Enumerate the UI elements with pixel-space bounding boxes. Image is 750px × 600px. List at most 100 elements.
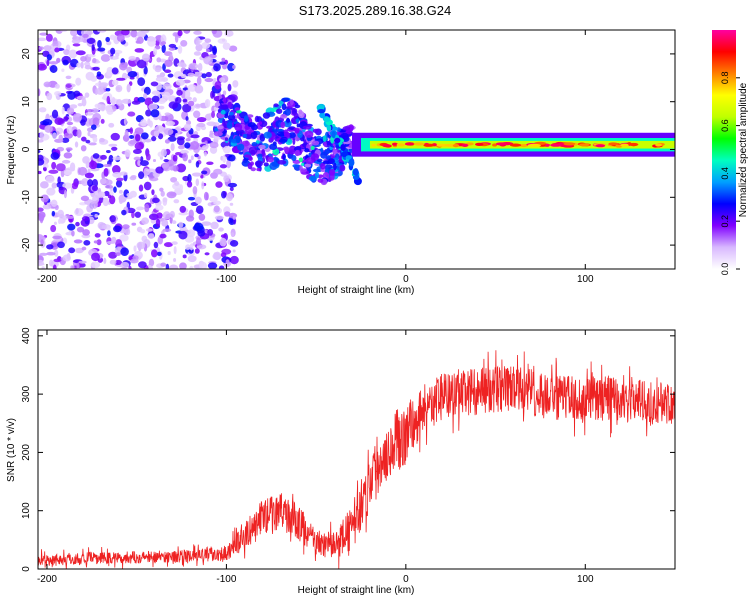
noise-blob — [212, 122, 220, 127]
spectrogram-y-label: Frequency (Hz) — [6, 116, 17, 185]
snr-y-label: SNR (10 * v/v) — [6, 418, 17, 482]
transition-blob — [263, 131, 272, 139]
noise-blob — [151, 249, 158, 258]
noise-blob — [139, 229, 146, 234]
noise-blob — [174, 34, 179, 43]
noise-blob — [80, 55, 87, 62]
noise-blob — [58, 134, 64, 143]
noise-blob — [66, 215, 74, 219]
transition-blob — [263, 162, 269, 167]
noise-blob — [191, 172, 202, 177]
noise-blob — [86, 109, 94, 113]
noise-blob — [96, 71, 102, 77]
noise-blob — [136, 206, 145, 211]
noise-blob — [126, 192, 133, 198]
transition-blob — [326, 141, 331, 146]
carrier-peak — [404, 142, 414, 146]
noise-blob — [134, 211, 142, 218]
noise-blob — [41, 266, 45, 269]
carrier-peak — [413, 142, 425, 146]
transition-blob — [269, 143, 278, 150]
noise-blob — [91, 185, 99, 192]
noise-blob — [65, 83, 72, 88]
noise-blob — [112, 171, 122, 178]
snr-x-label: Height of straight line (km) — [298, 585, 415, 596]
noise-blob — [81, 136, 87, 142]
transition-blob — [340, 132, 349, 141]
transition-blob — [292, 137, 296, 145]
noise-blob — [188, 62, 199, 70]
noise-blob — [121, 98, 132, 104]
noise-blob — [115, 84, 123, 93]
noise-blob — [226, 159, 231, 169]
noise-blob — [155, 76, 166, 82]
noise-blob — [224, 30, 234, 37]
carrier-peak — [423, 143, 435, 147]
noise-blob — [193, 110, 201, 119]
noise-blob — [43, 45, 52, 51]
noise-blob — [204, 252, 210, 256]
noise-blob — [85, 160, 90, 169]
noise-blob — [167, 250, 171, 256]
noise-blob — [107, 230, 111, 237]
noise-blob — [194, 153, 199, 158]
noise-blob — [199, 261, 207, 269]
noise-blob — [80, 145, 87, 152]
noise-blob — [111, 79, 119, 86]
noise-blob — [135, 133, 141, 142]
noise-blob — [174, 132, 179, 139]
transition-blob — [281, 103, 287, 111]
noise-blob — [133, 156, 141, 161]
noise-blob — [187, 100, 195, 107]
transition-blob — [236, 110, 242, 114]
noise-blob — [185, 244, 191, 250]
snr-series-line — [38, 350, 675, 569]
noise-blob — [162, 83, 172, 90]
noise-blob — [204, 100, 209, 107]
noise-blob — [88, 142, 97, 146]
transition-blob — [276, 108, 283, 114]
transition-blob — [248, 146, 258, 155]
noise-blob — [229, 186, 234, 192]
carrier-peak — [655, 143, 662, 147]
noise-blob — [173, 246, 177, 255]
noise-blob — [80, 119, 86, 126]
noise-blob — [54, 249, 59, 257]
noise-blob — [163, 91, 171, 99]
transition-blob — [278, 138, 288, 143]
noise-blob — [90, 124, 97, 130]
noise-blob — [38, 214, 45, 222]
transition-blob — [332, 148, 338, 155]
transition-blob — [302, 125, 312, 130]
transition-blob — [295, 117, 300, 124]
transition-blob — [322, 135, 327, 143]
transition-blob — [224, 137, 229, 142]
noise-blob — [49, 61, 59, 65]
noise-blob — [167, 73, 174, 78]
noise-blob — [50, 260, 59, 268]
noise-blob — [51, 210, 56, 217]
noise-blob — [158, 113, 162, 121]
noise-blob — [109, 259, 117, 265]
y-tick-label: 20 — [21, 48, 32, 60]
noise-blob — [192, 97, 197, 103]
noise-blob — [170, 176, 178, 183]
noise-blob — [69, 104, 78, 109]
noise-blob — [62, 182, 73, 189]
noise-blob — [162, 197, 168, 203]
noise-blob — [129, 139, 136, 145]
noise-blob — [85, 139, 91, 144]
noise-blob — [92, 153, 100, 159]
noise-blob — [97, 191, 106, 198]
noise-blob — [164, 139, 171, 144]
noise-blob — [160, 148, 167, 157]
noise-blob — [157, 133, 164, 140]
noise-blob — [68, 247, 76, 254]
noise-blob — [154, 67, 162, 73]
noise-blob — [75, 221, 80, 227]
noise-blob — [76, 95, 86, 100]
transition-blob — [256, 167, 261, 172]
transition-blob — [247, 162, 253, 170]
noise-blob — [159, 233, 167, 239]
